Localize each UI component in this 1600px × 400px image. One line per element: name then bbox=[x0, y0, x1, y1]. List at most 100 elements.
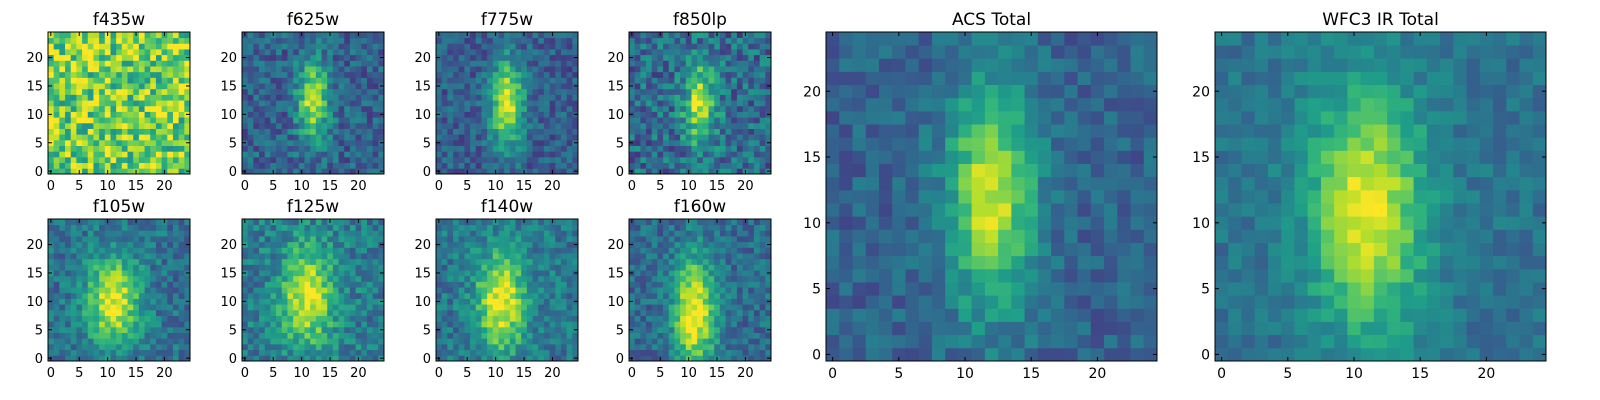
heatmap-cell bbox=[127, 37, 134, 44]
heatmap-cell bbox=[349, 264, 356, 271]
heatmap-cell bbox=[172, 43, 180, 50]
heatmap-cell bbox=[640, 292, 647, 299]
heatmap-cell bbox=[76, 151, 83, 158]
heatmap-cell bbox=[572, 224, 579, 231]
heatmap-cell bbox=[167, 77, 174, 84]
heatmap-cell bbox=[498, 287, 505, 294]
heatmap-cell bbox=[264, 304, 271, 311]
heatmap-cell bbox=[526, 60, 533, 67]
heatmap-cell bbox=[509, 298, 516, 305]
heatmap-cell bbox=[685, 315, 692, 322]
heatmap-cell bbox=[99, 241, 106, 248]
heatmap-cell bbox=[65, 343, 72, 351]
heatmap-cell bbox=[298, 292, 305, 299]
heatmap-cell bbox=[464, 88, 471, 95]
heatmap-cell bbox=[674, 270, 681, 277]
heatmap-cell bbox=[663, 71, 670, 78]
heatmap-cell bbox=[714, 275, 721, 282]
heatmap-cell bbox=[504, 151, 511, 158]
heatmap-cell bbox=[150, 224, 157, 231]
heatmap-cell bbox=[481, 253, 488, 260]
heatmap-cell bbox=[378, 281, 385, 288]
heatmap-cell bbox=[161, 258, 168, 265]
heatmap-cell bbox=[748, 275, 755, 282]
heatmap-cell bbox=[447, 258, 454, 265]
heatmap-cell bbox=[526, 66, 533, 73]
heatmap-cell bbox=[487, 247, 494, 254]
heatmap-cell bbox=[144, 71, 151, 78]
heatmap-cell bbox=[172, 134, 180, 141]
heatmap-cell bbox=[498, 315, 505, 322]
heatmap-cell bbox=[338, 145, 345, 152]
heatmap-cell bbox=[697, 162, 704, 169]
heatmap-cell bbox=[378, 275, 385, 282]
heatmap-cell bbox=[549, 236, 556, 243]
heatmap-cell bbox=[281, 162, 288, 169]
heatmap-cell bbox=[378, 338, 385, 345]
heatmap-cell bbox=[521, 83, 528, 90]
heatmap-cell bbox=[708, 332, 715, 339]
heatmap-cell bbox=[65, 117, 72, 124]
heatmap-cell bbox=[116, 139, 123, 146]
heatmap-cell bbox=[172, 338, 180, 345]
heatmap-cell bbox=[53, 151, 60, 158]
heatmap-cell bbox=[293, 145, 300, 152]
heatmap-cell bbox=[492, 105, 499, 112]
heatmap-cell bbox=[133, 315, 140, 322]
heatmap-cell bbox=[161, 304, 168, 311]
heatmap-cell bbox=[742, 287, 749, 294]
heatmap-cell bbox=[281, 71, 288, 78]
heatmap-cell bbox=[247, 134, 254, 141]
heatmap-cell bbox=[372, 105, 379, 112]
heatmap-cell bbox=[253, 100, 260, 107]
heatmap-cell bbox=[93, 315, 100, 322]
heatmap-cell bbox=[447, 281, 454, 288]
heatmap-cell bbox=[560, 326, 568, 333]
heatmap-cell bbox=[321, 37, 328, 44]
heatmap-cell bbox=[509, 355, 516, 362]
heatmap-cell bbox=[555, 219, 562, 226]
heatmap-cell bbox=[338, 66, 345, 73]
heatmap-cell bbox=[708, 134, 715, 141]
heatmap-cell bbox=[685, 321, 692, 328]
heatmap-cell bbox=[70, 315, 77, 322]
heatmap-cell bbox=[640, 343, 647, 351]
heatmap-cell bbox=[361, 77, 368, 84]
heatmap-cell bbox=[685, 100, 692, 107]
heatmap-cell bbox=[76, 264, 83, 271]
heatmap-cell bbox=[276, 43, 283, 50]
heatmap-cell bbox=[549, 270, 556, 277]
heatmap-cell bbox=[259, 94, 266, 101]
heatmap-cell bbox=[293, 281, 300, 288]
heatmap-cell bbox=[293, 49, 300, 56]
heatmap-cell bbox=[572, 151, 579, 158]
heatmap-cell bbox=[150, 241, 157, 248]
heatmap-cell bbox=[719, 100, 726, 107]
heatmap-cell bbox=[338, 281, 345, 288]
heatmap-cell bbox=[742, 304, 749, 311]
heatmap-cell bbox=[121, 71, 128, 78]
heatmap-cell bbox=[259, 355, 266, 362]
heatmap-cell bbox=[70, 349, 77, 356]
heatmap-cell bbox=[104, 309, 111, 316]
heatmap-cell bbox=[646, 37, 653, 44]
heatmap-cell bbox=[82, 258, 89, 265]
heatmap-cell bbox=[253, 349, 260, 356]
heatmap-cell bbox=[372, 355, 379, 362]
heatmap-cell bbox=[725, 66, 732, 73]
heatmap-cell bbox=[184, 332, 191, 339]
heatmap-cell bbox=[475, 247, 482, 254]
heatmap-cell bbox=[53, 156, 60, 164]
heatmap-cell bbox=[521, 151, 528, 158]
heatmap-cell bbox=[566, 111, 573, 118]
heatmap-cell bbox=[310, 105, 317, 112]
heatmap-cell bbox=[155, 326, 162, 333]
heatmap-cell bbox=[344, 134, 351, 141]
heatmap-cell bbox=[697, 88, 704, 95]
heatmap-cell bbox=[674, 151, 681, 158]
heatmap-cell bbox=[247, 37, 254, 44]
heatmap-cell bbox=[560, 309, 568, 316]
heatmap-cell bbox=[509, 270, 516, 277]
heatmap-cell bbox=[315, 247, 322, 254]
heatmap-cell bbox=[470, 49, 477, 56]
